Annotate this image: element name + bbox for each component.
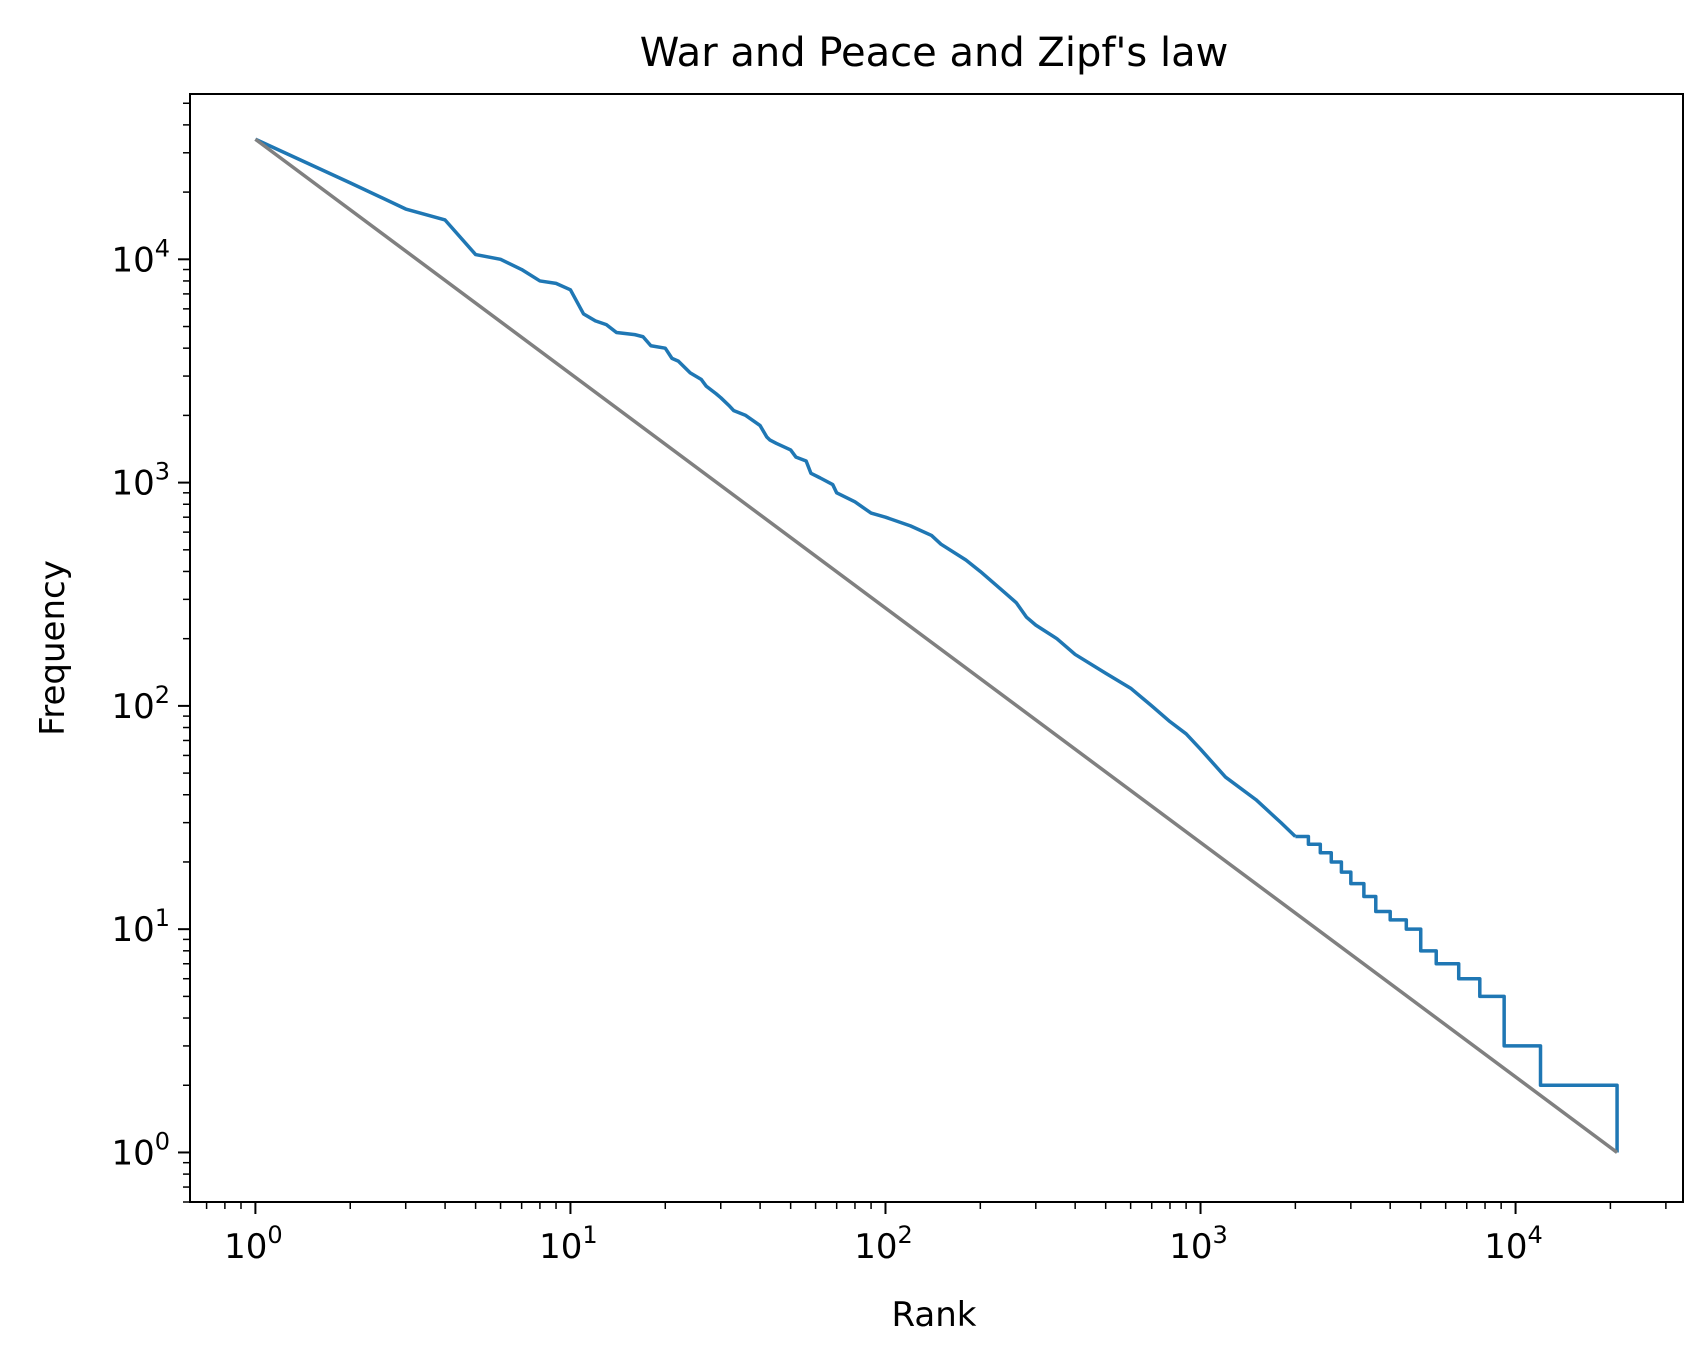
x-axis-label: Rank [892,1295,977,1335]
y-tick-label: 102 [111,681,170,727]
y-tick-label: 104 [111,234,170,280]
y-tick-label: 101 [111,904,170,950]
ticks-layer: 100 101 102 103 104 100 101 102 103 104 [111,102,1667,1267]
x-tick-label: 101 [539,1221,598,1267]
x-tick-label: 102 [854,1221,913,1267]
y-tick-label: 103 [111,458,170,504]
plot-frame [189,93,1684,1203]
x-tick-label: 104 [1484,1221,1543,1267]
series-line-1 [1295,834,1619,1153]
x-tick-label: 103 [1169,1221,1228,1267]
chart-title: War and Peace and Zipf's law [640,30,1229,76]
series-line-0 [254,137,1297,838]
y-tick-label: 100 [111,1127,170,1173]
y-axis-label: Frequency [33,560,73,736]
series-line-2 [254,137,1619,1154]
series-layer [254,137,1619,1154]
x-tick-label: 100 [224,1221,283,1267]
